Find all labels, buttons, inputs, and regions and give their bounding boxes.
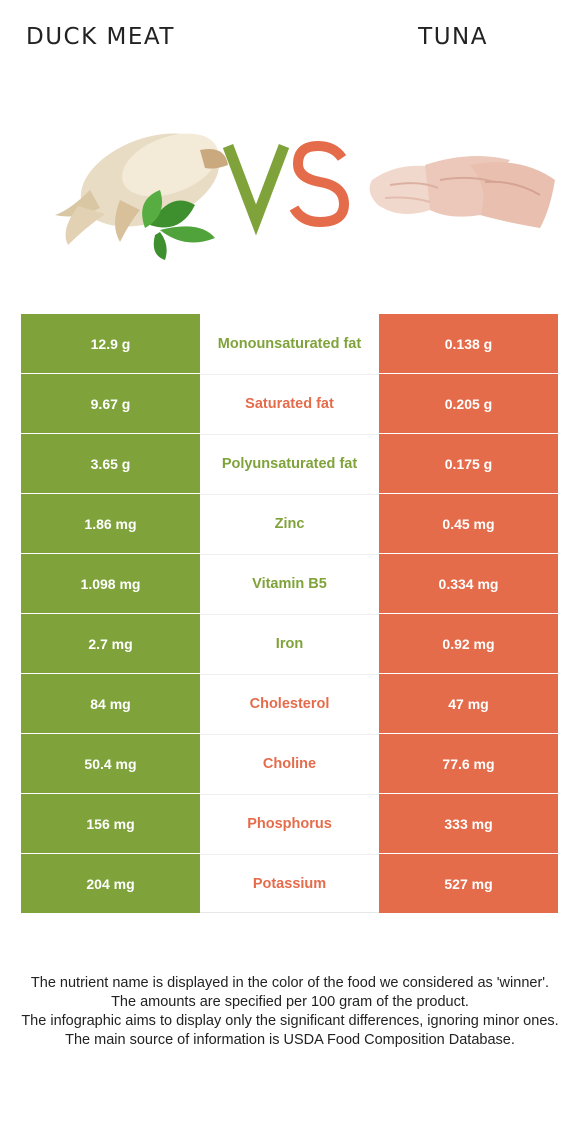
- table-row: 1.098 mg Vitamin B5 0.334 mg: [21, 554, 558, 613]
- table-row: 2.7 mg Iron 0.92 mg: [21, 614, 558, 673]
- tuna-value: 0.138 g: [379, 314, 558, 373]
- nutrient-name: Monounsaturated fat: [200, 314, 379, 373]
- comparison-table: 12.9 g Monounsaturated fat 0.138 g 9.67 g Sa…: [21, 314, 558, 914]
- tuna-value: 0.45 mg: [379, 494, 558, 553]
- left-food-title: DUCK MEAT: [26, 24, 175, 50]
- nutrient-name: Cholesterol: [200, 674, 379, 733]
- duck-value: 84 mg: [21, 674, 200, 733]
- tuna-value: 527 mg: [379, 854, 558, 913]
- duck-value: 2.7 mg: [21, 614, 200, 673]
- duck-value: 12.9 g: [21, 314, 200, 373]
- duck-value: 50.4 mg: [21, 734, 200, 793]
- table-row: 50.4 mg Choline 77.6 mg: [21, 734, 558, 793]
- footnote-amounts: The amounts are specified per 100 gram o…: [111, 994, 469, 1010]
- tuna-value: 47 mg: [379, 674, 558, 733]
- nutrient-name: Potassium: [200, 854, 379, 913]
- nutrient-name: Zinc: [200, 494, 379, 553]
- table-row: 1.86 mg Zinc 0.45 mg: [21, 494, 558, 553]
- nutrient-name: Choline: [200, 734, 379, 793]
- tuna-image: [369, 156, 555, 228]
- footnote-winner: The nutrient name is displayed in the co…: [30, 975, 550, 991]
- duck-value: 9.67 g: [21, 374, 200, 433]
- nutrient-name: Saturated fat: [200, 374, 379, 433]
- table-row: 12.9 g Monounsaturated fat 0.138 g: [21, 314, 558, 373]
- nutrient-name: Iron: [200, 614, 379, 673]
- hero-illustration: [55, 133, 555, 260]
- duck-value: 204 mg: [21, 854, 200, 913]
- nutrient-name: Polyunsaturated fat: [200, 434, 379, 493]
- table-row: 3.65 g Polyunsaturated fat 0.175 g: [21, 434, 558, 493]
- tuna-value: 0.92 mg: [379, 614, 558, 673]
- tuna-value: 77.6 mg: [379, 734, 558, 793]
- table-row: 84 mg Cholesterol 47 mg: [21, 674, 558, 733]
- table-row: 9.67 g Saturated fat 0.205 g: [21, 374, 558, 433]
- footnote-significance: The infographic aims to display only the…: [21, 1013, 559, 1029]
- nutrient-name: Vitamin B5: [200, 554, 379, 613]
- tuna-value: 0.334 mg: [379, 554, 558, 613]
- footnote-source: The main source of information is USDA F…: [65, 1032, 515, 1048]
- nutrient-name: Phosphorus: [200, 794, 379, 853]
- duck-value: 156 mg: [21, 794, 200, 853]
- tuna-value: 0.175 g: [379, 434, 558, 493]
- duck-value: 1.098 mg: [21, 554, 200, 613]
- vs-logo: [222, 140, 350, 236]
- duck-value: 1.86 mg: [21, 494, 200, 553]
- duck-meat-image: [55, 133, 228, 260]
- right-food-title: TUNA: [418, 24, 488, 50]
- footnotes: The nutrient name is displayed in the co…: [14, 974, 566, 1050]
- table-row: 204 mg Potassium 527 mg: [21, 854, 558, 913]
- tuna-value: 333 mg: [379, 794, 558, 853]
- duck-value: 3.65 g: [21, 434, 200, 493]
- tuna-value: 0.205 g: [379, 374, 558, 433]
- table-row: 156 mg Phosphorus 333 mg: [21, 794, 558, 853]
